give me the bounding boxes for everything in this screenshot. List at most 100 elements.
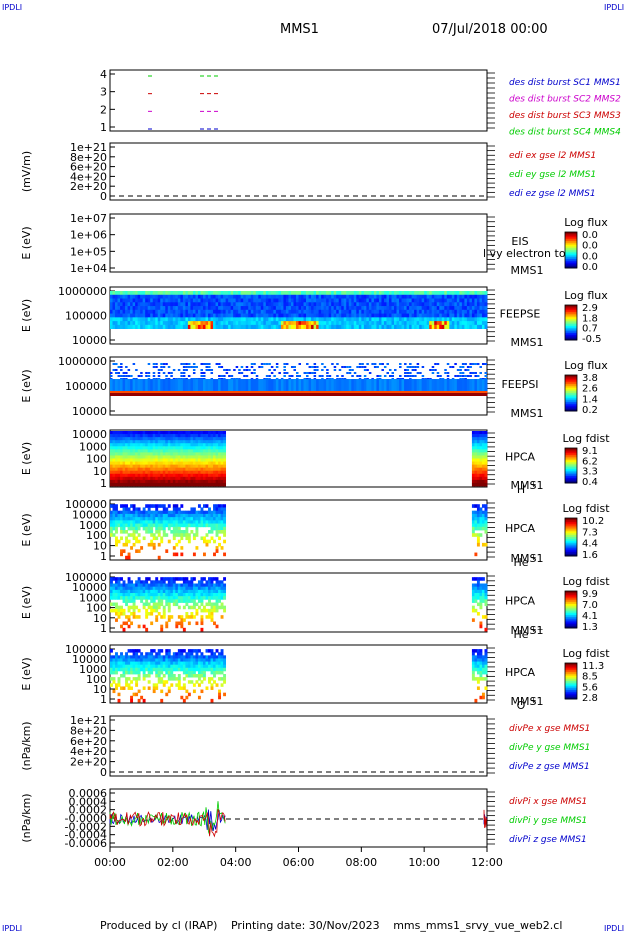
spectrogram-cell xyxy=(464,375,467,377)
spectrogram-cell xyxy=(122,586,126,591)
spectrogram-cell xyxy=(195,621,199,626)
spectrogram-cell xyxy=(120,624,123,629)
spectrogram-cell xyxy=(117,680,121,684)
spectrogram-cell xyxy=(205,464,209,469)
spectrogram-cell xyxy=(210,306,214,311)
spectrogram-cell xyxy=(461,366,465,368)
spectrogram-cell xyxy=(132,379,136,391)
spectrogram-cell xyxy=(167,677,171,681)
spectrogram-cell xyxy=(170,482,174,487)
spectrogram-cell xyxy=(238,324,242,330)
spectrogram-cell xyxy=(132,298,136,303)
spectrogram-cell xyxy=(464,379,468,391)
spectrogram-cell xyxy=(137,324,141,330)
spectrogram-cell xyxy=(137,674,141,678)
spectrogram-cell xyxy=(187,375,191,377)
spectrogram-cell xyxy=(127,686,131,690)
spectrogram-cell xyxy=(351,379,355,391)
spectrogram-cell xyxy=(464,369,467,371)
spectrogram-cell xyxy=(434,391,438,393)
spectrogram-cell xyxy=(208,455,211,459)
spectrogram-cell xyxy=(208,517,211,521)
spectrogram-cell xyxy=(200,464,204,469)
spectrogram-cell xyxy=(125,664,128,669)
spectrogram-cell xyxy=(220,615,224,619)
spectrogram-cell xyxy=(213,513,216,518)
spectrogram-cell xyxy=(265,294,269,299)
spectrogram-cell xyxy=(416,313,420,318)
spectrogram-cell xyxy=(215,479,219,484)
spectrogram-cell xyxy=(160,513,164,518)
spectrogram-cell xyxy=(469,317,473,322)
spectrogram-cell xyxy=(368,317,372,322)
spectrogram-cell xyxy=(449,366,452,368)
spectrogram-cell xyxy=(368,309,372,314)
spectrogram-cell xyxy=(479,467,483,472)
spectrogram-cell xyxy=(120,321,123,326)
spectrogram-cell xyxy=(130,449,134,453)
spectrogram-cell xyxy=(481,599,485,603)
spectrogram-cell xyxy=(404,291,407,296)
spectrogram-cell xyxy=(283,294,287,299)
spectrogram-cell xyxy=(285,309,289,314)
spectrogram-cell xyxy=(140,513,144,518)
spectrogram-cell xyxy=(155,452,159,456)
spectrogram-cell xyxy=(145,393,149,396)
spectrogram-cell xyxy=(162,455,166,459)
spectrogram-cell xyxy=(135,446,139,450)
spectrogram-cell xyxy=(135,473,139,478)
spectrogram-cell xyxy=(476,455,480,459)
spectrogram-cell xyxy=(333,317,337,322)
spectrogram-cell xyxy=(341,375,344,377)
spectrogram-cell xyxy=(127,440,131,444)
colorbar-swatch xyxy=(565,476,577,479)
spectrogram-cell xyxy=(210,317,214,322)
spectrogram-cell xyxy=(127,294,131,299)
spectrogram-cell xyxy=(278,379,282,391)
spectrogram-cell xyxy=(250,391,254,393)
spectrogram-cell xyxy=(205,461,209,466)
spectrogram-cell xyxy=(180,446,184,450)
spectrogram-cell xyxy=(117,577,121,581)
spectrogram-cell xyxy=(170,443,174,447)
spectrogram-cell xyxy=(125,517,128,521)
spectrogram-cell xyxy=(157,661,161,666)
spectrogram-cell xyxy=(140,664,144,669)
colorbar-swatch xyxy=(565,385,577,389)
spectrogram-cell xyxy=(401,317,405,322)
spectrogram-cell xyxy=(195,586,199,591)
spectrogram-cell xyxy=(150,664,154,669)
spectrogram-cell xyxy=(200,618,204,622)
spectrogram-cell xyxy=(333,393,337,396)
spectrogram-cell xyxy=(474,449,478,453)
spectrogram-cell xyxy=(439,294,443,299)
spectrogram-cell xyxy=(436,317,440,322)
spectrogram-cell xyxy=(187,589,191,594)
spectrogram-cell xyxy=(167,504,171,508)
spectrogram-cell xyxy=(391,298,395,303)
spectrogram-cell xyxy=(449,291,453,296)
spectrogram-cell xyxy=(313,309,317,314)
spectrogram-cell xyxy=(326,313,330,318)
colorbar-swatch xyxy=(565,310,577,313)
spectrogram-cell xyxy=(152,649,156,653)
spectrogram-cell xyxy=(130,458,134,462)
spectrogram-cell xyxy=(414,369,417,371)
spectrogram-cell xyxy=(484,291,488,296)
spectrogram-cell xyxy=(190,294,194,299)
spectrogram-cell xyxy=(135,655,139,659)
spectrogram-cell xyxy=(273,321,277,326)
spectrogram-cell xyxy=(172,533,176,537)
spectrogram-cell xyxy=(200,455,204,459)
spectrogram-cell xyxy=(414,366,417,368)
spectrogram-cell xyxy=(215,294,219,299)
spectrogram-cell xyxy=(135,586,139,591)
spectrogram-cell xyxy=(476,504,480,508)
spectrogram-cell xyxy=(200,324,204,330)
spectrogram-cell xyxy=(444,379,448,391)
spectrogram-cell xyxy=(155,674,159,678)
spectrogram-cell xyxy=(441,379,445,391)
spectrogram-cell xyxy=(215,449,219,453)
spectrogram-cell xyxy=(476,291,480,296)
spacecraft-label: MMS1 xyxy=(511,624,544,637)
